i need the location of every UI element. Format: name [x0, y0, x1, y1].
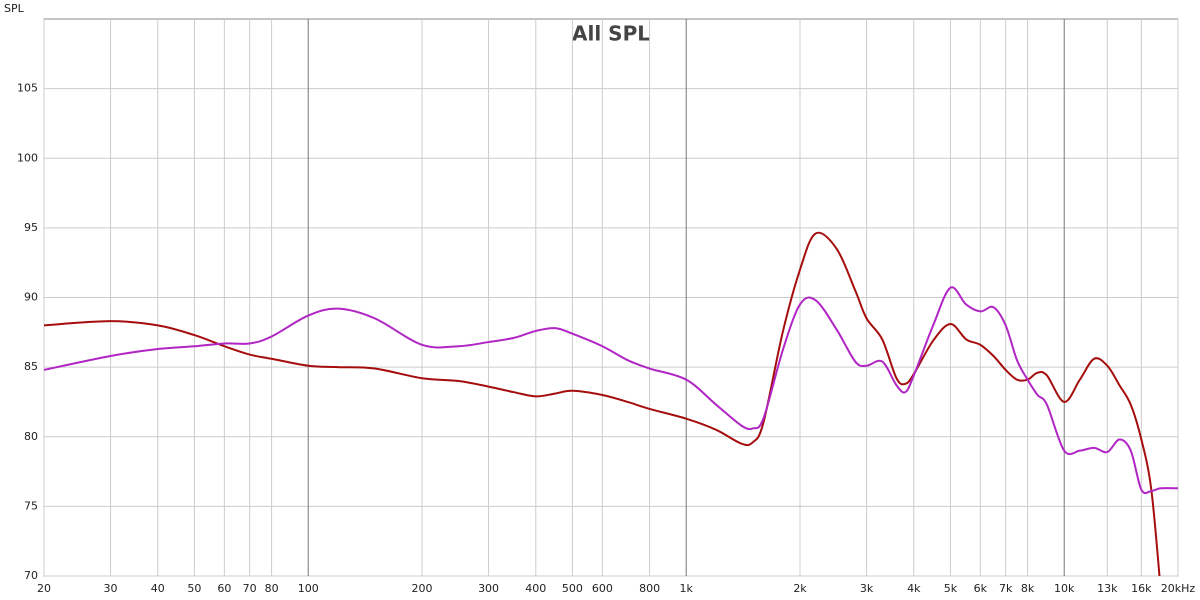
x-tick-label: 100 [298, 582, 319, 595]
x-tick-label: 8k [1021, 582, 1035, 595]
x-tick-label: 16k [1131, 582, 1152, 595]
x-tick-label: 80 [265, 582, 279, 595]
y-tick-label: 95 [24, 221, 38, 234]
series-line [44, 286, 1178, 495]
chart-title: All SPL [572, 22, 650, 46]
x-tick-label: 5k [944, 582, 958, 595]
x-tick-label: 20 [37, 582, 51, 595]
x-tick-label: 13k [1097, 582, 1118, 595]
series-line [44, 231, 1161, 576]
x-tick-label: 40 [151, 582, 165, 595]
y-tick-label: 75 [24, 499, 38, 512]
curves [44, 231, 1178, 576]
x-tick-label: 60 [217, 582, 231, 595]
y-tick-label: 85 [24, 360, 38, 373]
y-axis-label: SPL [4, 2, 25, 15]
x-tick-label: 500 [562, 582, 583, 595]
x-tick-label: 70 [243, 582, 257, 595]
x-tick-label: 600 [592, 582, 613, 595]
x-tick-label: 400 [525, 582, 546, 595]
x-tick-label: 50 [187, 582, 201, 595]
x-tick-label: 200 [412, 582, 433, 595]
y-tick-label: 90 [24, 291, 38, 304]
y-tick-label: 100 [17, 151, 38, 164]
x-tick-label: 20kHz [1161, 582, 1196, 595]
x-tick-label: 3k [860, 582, 874, 595]
x-tick-label: 30 [104, 582, 118, 595]
x-tick-label: 2k [793, 582, 807, 595]
x-tick-label: 6k [974, 582, 988, 595]
x-tick-label: 800 [639, 582, 660, 595]
x-tick-label: 10k [1054, 582, 1075, 595]
x-tick-label: 1k [680, 582, 694, 595]
y-tick-label: 105 [17, 82, 38, 95]
y-tick-label: 80 [24, 430, 38, 443]
y-tick-label: 70 [24, 569, 38, 582]
x-tick-label: 7k [999, 582, 1013, 595]
x-tick-label: 300 [478, 582, 499, 595]
x-tick-label: 4k [907, 582, 921, 595]
